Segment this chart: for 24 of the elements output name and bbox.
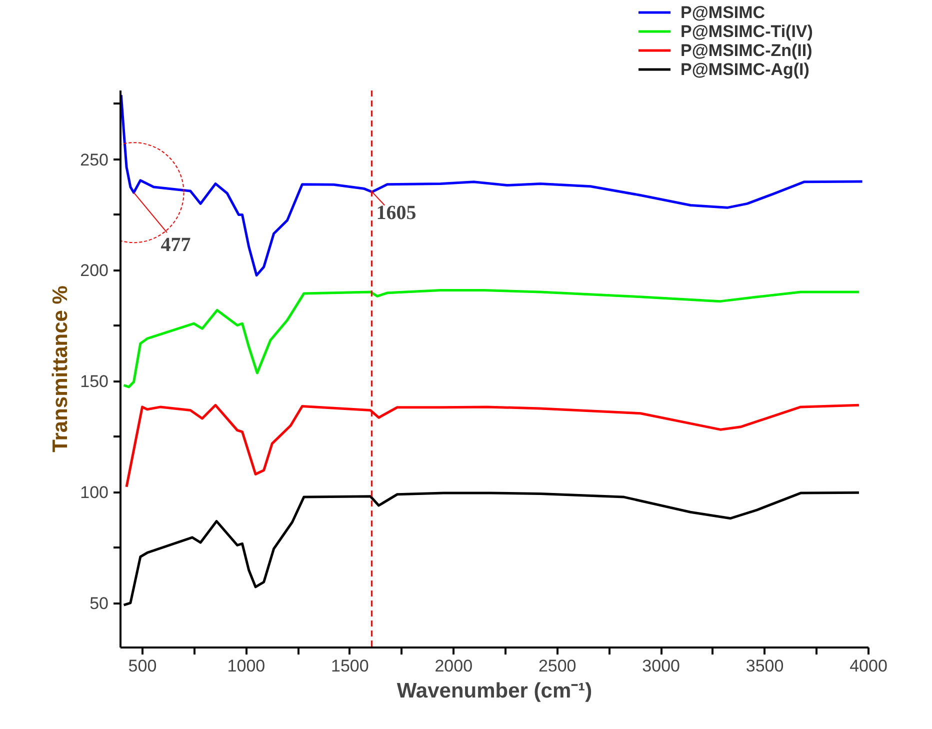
legend-label: P@MSIMC-Zn(II) — [680, 41, 812, 60]
y-tick-label: 100 — [80, 483, 109, 502]
x-tick-label: 1000 — [227, 656, 266, 676]
y-tick-label: 50 — [90, 594, 109, 614]
x-tick-label: 2500 — [538, 656, 576, 676]
y-tick-label: 200 — [80, 261, 109, 280]
legend-label: P@MSIMC — [680, 3, 766, 22]
annotation: 1605 — [376, 202, 416, 224]
x-tick-label: 3000 — [642, 656, 680, 676]
line-series — [120, 94, 864, 277]
x-tick-label: 500 — [128, 656, 157, 676]
x-tick-label: 1500 — [331, 656, 369, 676]
x-tick-label: 2000 — [434, 656, 473, 676]
x-tick-label: 3500 — [746, 656, 784, 676]
y-axis-title: Transmittance % — [49, 285, 72, 452]
line-series — [122, 288, 860, 388]
line-series — [122, 491, 860, 606]
legend-label: P@MSIMC-Ag(I) — [680, 60, 810, 79]
legend-label: P@MSIMC-Ti(IV) — [680, 22, 813, 41]
x-tick-label: 4000 — [850, 656, 888, 676]
annotation: 477 — [160, 234, 191, 256]
x-axis-title: Wavenumber (cm⁻¹) — [396, 680, 592, 702]
y-tick-label: 250 — [80, 150, 109, 170]
y-tick-label: 150 — [80, 372, 109, 392]
